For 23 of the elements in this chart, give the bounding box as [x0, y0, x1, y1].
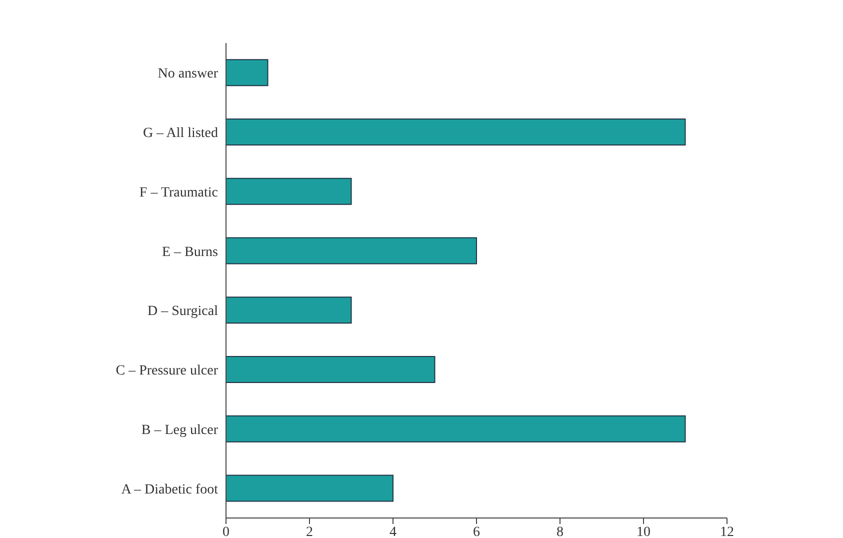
- x-tick-label: 8: [556, 524, 564, 538]
- x-tick-label: 4: [390, 524, 396, 538]
- bar: [226, 474, 394, 502]
- y-tick-label: F – Traumatic: [139, 185, 218, 200]
- x-tick-label: 0: [222, 524, 230, 538]
- bar: [226, 296, 352, 324]
- bar: [226, 356, 436, 383]
- x-tick-label: 6: [473, 524, 480, 538]
- bar: [226, 178, 352, 205]
- y-tick-label: A – Diabetic foot: [121, 482, 218, 498]
- y-tick-label: C – Pressure ulcer: [116, 364, 218, 379]
- y-tick-label: E – Burns: [162, 244, 218, 260]
- bar: [226, 415, 686, 442]
- y-tick-label: No answer: [158, 66, 218, 82]
- bar: [226, 59, 268, 86]
- x-tick-label: 12: [720, 524, 734, 538]
- x-tick-label: 2: [306, 524, 313, 538]
- y-tick-label: B – Leg ulcer: [141, 422, 218, 438]
- bar: [226, 118, 686, 146]
- y-tick-label: G – All listed: [142, 126, 218, 142]
- y-tick-label: D – Surgical: [147, 304, 218, 320]
- bar: [226, 237, 477, 264]
- x-tick-label: 10: [636, 524, 650, 538]
